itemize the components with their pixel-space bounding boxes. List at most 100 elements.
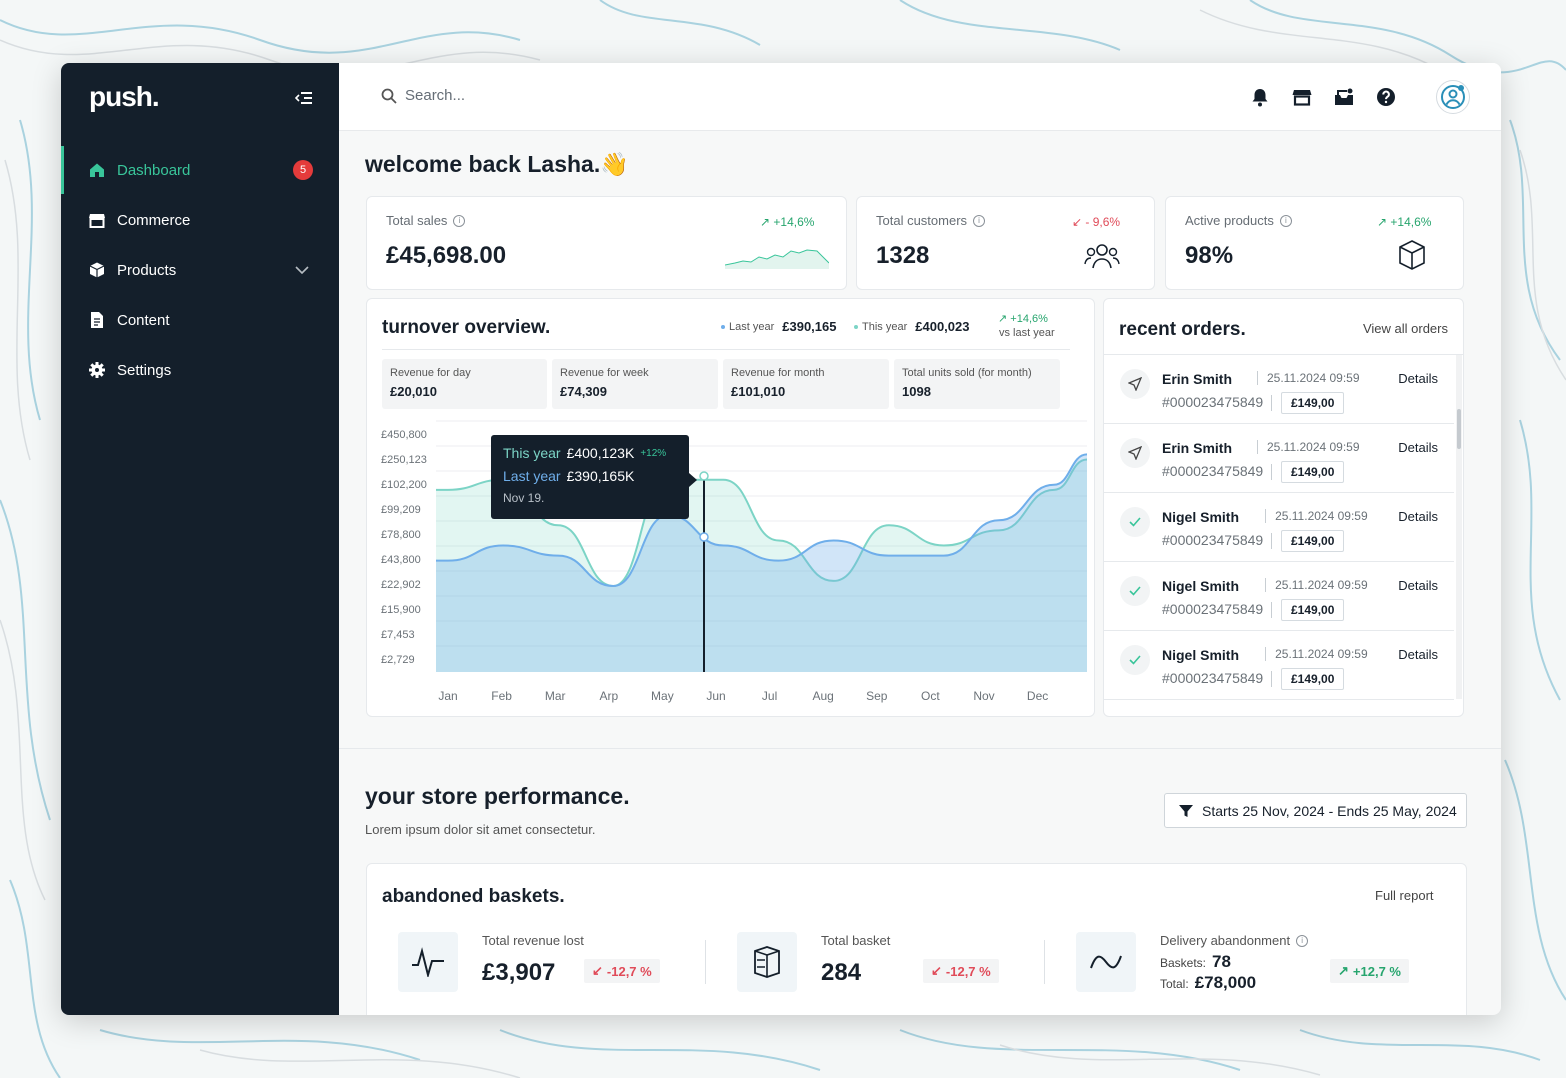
welcome-heading: welcome back Lasha.👋 xyxy=(365,151,629,177)
date-range-filter[interactable]: Starts 25 Nov, 2024 - Ends 25 May, 2024 xyxy=(1164,793,1467,828)
sidebar-item-commerce[interactable]: Commerce xyxy=(61,200,339,240)
order-price: £149,00 xyxy=(1281,461,1345,483)
divider xyxy=(382,349,1070,350)
x-tick-label: May xyxy=(651,689,674,703)
order-details-link[interactable]: Details xyxy=(1398,578,1438,593)
view-all-orders-link[interactable]: View all orders xyxy=(1362,321,1448,336)
sidebar-item-label: Dashboard xyxy=(117,161,191,179)
order-date: 25.11.2024 09:59 xyxy=(1265,578,1368,592)
turnover-change: ↗ +14,6% xyxy=(998,313,1048,325)
info-icon[interactable]: i xyxy=(1279,214,1292,227)
scrollbar-track[interactable] xyxy=(1456,355,1462,699)
revenue-lost-value: £3,907 xyxy=(482,959,556,986)
inbox-icon[interactable] xyxy=(1334,87,1354,107)
order-date: 25.11.2024 09:59 xyxy=(1265,509,1368,523)
orders-title: recent orders. xyxy=(1119,319,1246,340)
order-row[interactable]: Nigel Smith 25.11.2024 09:59 #000023475849… xyxy=(1104,562,1454,631)
store-icon[interactable] xyxy=(1292,87,1312,107)
basket-icon xyxy=(754,946,780,978)
basket-value: 284 xyxy=(821,959,862,986)
sidebar-item-label: Commerce xyxy=(117,211,191,229)
bell-icon[interactable] xyxy=(1250,87,1270,107)
order-row[interactable]: Erin Smith 25.11.2024 09:59 #000023475849 £… xyxy=(1104,424,1454,493)
stat-revenue-day: Revenue for day £20,010 xyxy=(382,359,547,409)
sidebar-item-dashboard[interactable]: Dashboard 5 xyxy=(61,146,339,194)
abandoned-baskets-card: abandoned baskets. Full report Total rev… xyxy=(366,863,1467,1015)
order-row[interactable]: Erin Smith 25.11.2024 09:59 #000023475849 £… xyxy=(1104,355,1454,424)
app-window: push. Dashboard 5 Commerce Products Cont… xyxy=(61,63,1501,1015)
kpi-value: £45,698.00 xyxy=(386,242,507,269)
order-customer: Nigel Smith xyxy=(1162,647,1240,663)
abandoned-title: abandoned baskets. xyxy=(382,886,565,907)
notification-badge: 5 xyxy=(293,160,313,180)
order-price: £149,00 xyxy=(1281,668,1345,690)
stat-revenue-month: Revenue for month £101,010 xyxy=(723,359,889,409)
y-tick-label: £250,123 xyxy=(381,454,427,466)
order-date: 25.11.2024 09:59 xyxy=(1265,647,1368,661)
search-icon xyxy=(381,88,397,104)
info-icon[interactable]: i xyxy=(453,214,466,227)
kpi-label: Total sales i xyxy=(386,213,466,228)
y-tick-label: £15,900 xyxy=(381,604,421,616)
order-date: 25.11.2024 09:59 xyxy=(1257,440,1360,454)
sidebar-item-content[interactable]: Content xyxy=(61,300,339,340)
order-details-link[interactable]: Details xyxy=(1398,440,1438,455)
stat-units-sold: Total units sold (for month) 1098 xyxy=(894,359,1060,409)
sidebar-item-label: Content xyxy=(117,311,170,329)
info-icon[interactable]: i xyxy=(973,214,986,227)
order-price: £149,00 xyxy=(1281,392,1345,414)
x-tick-label: Mar xyxy=(544,689,566,703)
full-report-link[interactable]: Full report xyxy=(1375,888,1434,903)
orders-list: Erin Smith 25.11.2024 09:59 #000023475849 £… xyxy=(1104,355,1454,700)
kpi-trend: ↗ +14,6% xyxy=(1377,215,1432,229)
basket-trend: ↙ -12,7 % xyxy=(923,959,999,983)
order-details-link[interactable]: Details xyxy=(1398,647,1438,662)
collapse-sidebar-icon[interactable] xyxy=(295,91,313,105)
baskets-row: Baskets: 78 xyxy=(1160,952,1231,971)
info-icon[interactable]: i xyxy=(1296,934,1309,947)
pulse-icon-box xyxy=(398,932,458,992)
home-icon xyxy=(90,163,104,177)
kpi-label: Active products i xyxy=(1185,213,1292,228)
send-icon xyxy=(1120,369,1150,399)
section-divider xyxy=(339,748,1501,749)
users-icon xyxy=(1084,244,1120,269)
series-area-last-year xyxy=(436,454,1087,672)
divider xyxy=(1104,354,1463,355)
order-row[interactable]: Nigel Smith 25.11.2024 09:59 #000023475849… xyxy=(1104,493,1454,562)
sidebar-item-settings[interactable]: Settings xyxy=(61,350,339,390)
help-icon[interactable] xyxy=(1376,87,1396,107)
y-tick-label: £99,209 xyxy=(381,504,421,516)
main-content: Search... welcome back Lasha.👋 Total sal… xyxy=(339,63,1501,1015)
order-details-link[interactable]: Details xyxy=(1398,509,1438,524)
order-price: £149,00 xyxy=(1281,599,1345,621)
app-logo[interactable]: push. xyxy=(89,81,160,112)
document-icon xyxy=(91,312,103,328)
kpi-value: 1328 xyxy=(876,242,930,269)
stat-revenue-week: Revenue for week £74,309 xyxy=(552,359,718,409)
scrollbar-thumb[interactable] xyxy=(1457,409,1461,449)
chevron-down-icon[interactable] xyxy=(295,266,309,274)
y-tick-label: £2,729 xyxy=(381,654,415,666)
order-customer: Nigel Smith xyxy=(1162,509,1240,525)
sidebar-item-products[interactable]: Products xyxy=(61,250,339,290)
order-row[interactable]: Nigel Smith 25.11.2024 09:59 #000023475849… xyxy=(1104,631,1454,700)
top-bar: Search... xyxy=(339,63,1501,131)
divider xyxy=(1271,602,1272,618)
order-date: 25.11.2024 09:59 xyxy=(1257,371,1360,385)
y-tick-label: £78,800 xyxy=(381,529,421,541)
hover-point xyxy=(699,471,709,481)
x-tick-label: Oct xyxy=(921,689,940,703)
user-avatar[interactable] xyxy=(1436,80,1470,114)
search-box[interactable]: Search... xyxy=(381,87,465,104)
divider xyxy=(1271,533,1272,549)
cube-icon xyxy=(89,262,105,278)
kpi-card-total-sales: Total sales i £45,698.00 ↗ +14,6% xyxy=(366,196,847,290)
search-placeholder: Search... xyxy=(405,87,466,104)
basket-label: Total basket xyxy=(821,933,891,948)
order-details-link[interactable]: Details xyxy=(1398,371,1438,386)
hover-point xyxy=(699,532,709,542)
gear-icon xyxy=(89,362,105,378)
kpi-label: Total customers i xyxy=(876,213,986,228)
